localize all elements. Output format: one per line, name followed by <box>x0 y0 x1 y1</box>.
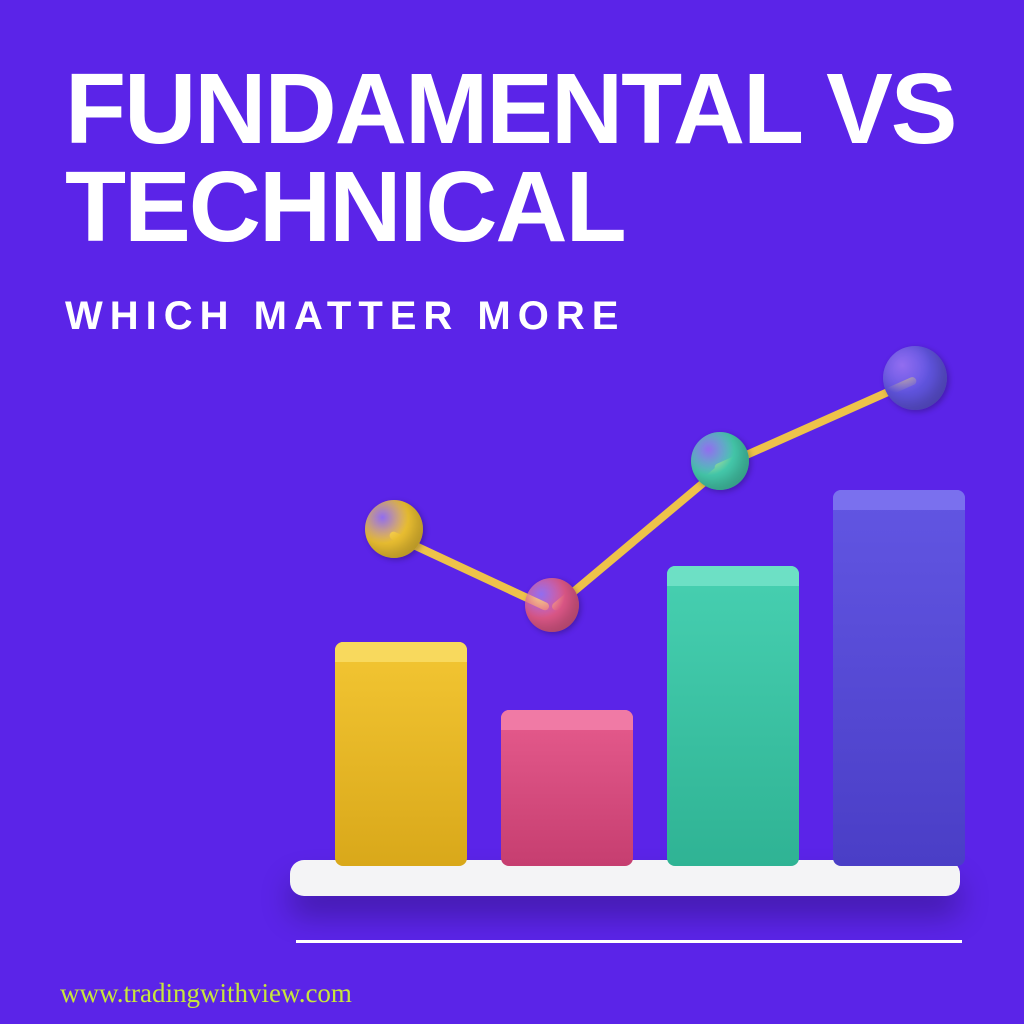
title-line-2: TECHNICAL <box>65 151 625 263</box>
chart-bar <box>833 490 965 866</box>
chart-bar <box>667 566 799 866</box>
title-line-1: FUNDAMENTAL VS <box>65 53 956 165</box>
chart-marker <box>525 578 579 632</box>
chart-bar <box>335 642 467 866</box>
website-url: www.tradingwithview.com <box>60 978 352 1009</box>
subtitle: WHICH MATTER MORE <box>65 294 959 339</box>
chart-bar <box>501 710 633 866</box>
infographic-canvas: FUNDAMENTAL VS TECHNICAL WHICH MATTER MO… <box>0 0 1024 1024</box>
divider-line <box>296 940 962 943</box>
chart-marker <box>883 346 947 410</box>
main-title: FUNDAMENTAL VS TECHNICAL <box>65 60 959 256</box>
bar-chart <box>285 390 985 910</box>
chart-marker <box>365 500 423 558</box>
chart-marker <box>691 432 749 490</box>
